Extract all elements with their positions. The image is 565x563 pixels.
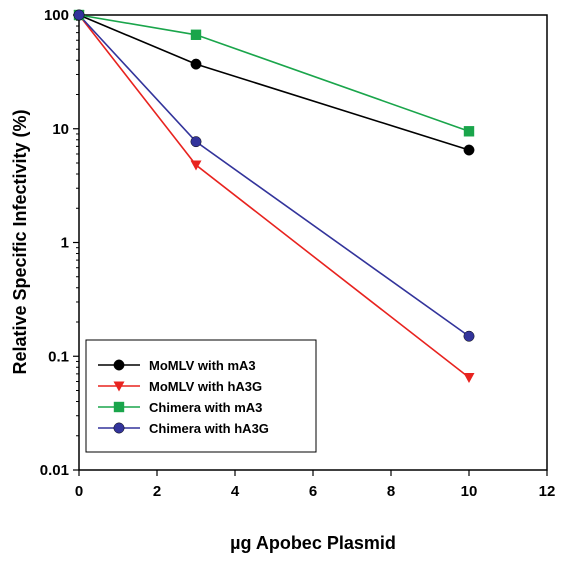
data-point — [190, 58, 202, 70]
x-tick-label: 12 — [539, 483, 556, 500]
data-point — [190, 29, 202, 40]
legend-label: MoMLV with hA3G — [149, 379, 262, 394]
legend-item: MoMLV with mA3 — [98, 358, 256, 373]
legend: MoMLV with mA3 MoMLV with hA3G Chimera wit… — [85, 339, 317, 453]
data-point — [463, 144, 475, 156]
series-layer — [73, 9, 475, 384]
legend-item: Chimera with mA3 — [98, 400, 262, 415]
series-line — [78, 14, 470, 133]
series — [78, 14, 470, 151]
legend-marker — [113, 401, 125, 413]
data-point — [463, 330, 475, 342]
x-tick-label: 2 — [153, 483, 161, 500]
series-line — [78, 14, 470, 379]
y-tick-label: 100 — [44, 7, 69, 24]
x-tick-label: 8 — [387, 483, 395, 500]
y-tick-label: 1 — [61, 235, 69, 252]
data-point — [73, 9, 85, 21]
legend-item: MoMLV with hA3G — [98, 379, 262, 394]
data-point — [190, 136, 202, 148]
legend-marker — [113, 381, 125, 392]
legend-item: Chimera with hA3G — [98, 421, 269, 436]
y-tick-label: 0.01 — [40, 462, 69, 479]
series — [78, 14, 470, 133]
legend-box — [85, 339, 317, 453]
series-markers — [73, 9, 475, 137]
legend-marker — [113, 359, 125, 371]
legend-label: MoMLV with mA3 — [149, 358, 256, 373]
x-tick-label: 6 — [309, 483, 317, 500]
series-line — [78, 14, 470, 151]
x-tick-label: 4 — [231, 483, 240, 500]
legend-label: Chimera with mA3 — [149, 400, 262, 415]
data-point — [463, 126, 475, 137]
y-tick-label: 0.1 — [48, 348, 69, 365]
y-axis-title: Relative Specific Infectivity (%) — [10, 109, 30, 374]
data-point — [190, 160, 202, 171]
x-tick-label: 0 — [75, 483, 83, 500]
series — [78, 14, 470, 379]
series-markers — [73, 9, 475, 342]
x-tick-label: 10 — [461, 483, 478, 500]
legend-label: Chimera with hA3G — [149, 421, 269, 436]
y-tick-label: 10 — [52, 121, 69, 138]
data-point — [463, 373, 475, 384]
x-axis-title: µg Apobec Plasmid — [230, 533, 396, 553]
legend-marker — [113, 422, 125, 434]
y-axis-title-group: Relative Specific Infectivity (%) — [10, 109, 30, 374]
